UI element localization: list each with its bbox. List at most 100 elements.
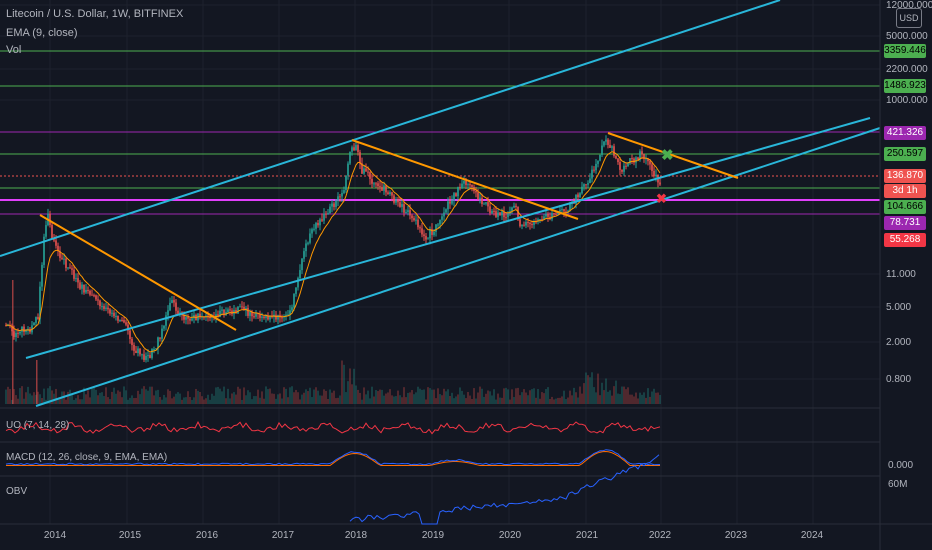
candle-body <box>125 322 127 325</box>
candle-body <box>537 219 539 222</box>
volume-bar <box>449 396 451 404</box>
volume-bar <box>535 397 537 404</box>
trend-1 <box>39 214 237 331</box>
candle-body <box>155 348 157 350</box>
candle-body <box>111 312 113 314</box>
candle-body <box>131 338 133 346</box>
candle-body <box>167 310 169 316</box>
volume-bar <box>219 388 221 404</box>
volume-bar <box>249 392 251 404</box>
candle-body <box>335 200 337 208</box>
candle-body <box>417 219 419 228</box>
volume-bar <box>523 389 525 404</box>
candle-body <box>107 307 109 310</box>
volume-bar <box>377 391 379 404</box>
candle-body <box>559 209 561 212</box>
candle-body <box>339 196 341 198</box>
volume-bar <box>559 397 561 404</box>
candle-body <box>65 258 67 268</box>
candle-body <box>87 289 89 291</box>
candle-body <box>267 315 269 320</box>
volume-bar <box>253 396 255 404</box>
obv-legend[interactable]: OBV <box>6 486 28 497</box>
candle-body <box>59 251 61 258</box>
volume-bar <box>511 389 513 404</box>
candle-body <box>53 239 55 241</box>
candle-body <box>481 197 483 204</box>
volume-bar <box>547 387 549 404</box>
trend-lines[interactable] <box>39 132 739 331</box>
volume-bars <box>5 280 661 404</box>
candle-body <box>565 211 567 213</box>
volume-bar <box>17 398 19 404</box>
candle-body <box>113 312 115 317</box>
uo-legend[interactable]: UO (7, 14, 28) <box>6 420 70 431</box>
volume-bar <box>145 389 147 404</box>
volume-bar <box>189 396 191 404</box>
candle-body <box>77 278 79 283</box>
price-tag: 421.326 <box>884 126 926 140</box>
volume-bar <box>525 392 527 404</box>
symbol-title[interactable]: Litecoin / U.S. Dollar, 1W, BITFINEX <box>6 8 184 20</box>
candle-body <box>41 264 43 287</box>
candle-body <box>249 311 251 316</box>
candle-body <box>43 236 45 265</box>
candle-body <box>499 212 501 216</box>
candle-body <box>295 287 297 294</box>
volume-bar <box>183 397 185 404</box>
candle-body <box>561 209 563 211</box>
volume-bar <box>369 398 371 404</box>
candle-body <box>115 315 117 317</box>
candle-body <box>139 348 141 355</box>
currency-button[interactable]: USD <box>896 8 922 28</box>
candle-body <box>219 310 221 318</box>
candle-body <box>633 158 635 163</box>
candle-body <box>593 169 595 171</box>
volume-bar <box>585 372 587 404</box>
macd-legend[interactable]: MACD (12, 26, close, 9, EMA, EMA) <box>6 452 168 463</box>
volume-bar <box>5 389 7 404</box>
volume-bar <box>179 393 181 404</box>
candle-body <box>431 229 433 235</box>
volume-bar <box>401 397 403 404</box>
candle-body <box>241 306 243 308</box>
candle-body <box>159 337 161 339</box>
price-axis-label: 5.000 <box>886 302 911 313</box>
price-tag: 136.870 <box>884 169 926 183</box>
candle-body <box>23 326 25 333</box>
candle-body <box>379 186 381 188</box>
volume-bar <box>379 389 381 404</box>
volume-bar <box>105 387 107 404</box>
candle-body <box>309 233 311 243</box>
candle-body <box>531 224 533 226</box>
volume-bar <box>36 360 38 404</box>
candle-body <box>533 221 535 225</box>
candle-body <box>427 238 429 240</box>
volume-bar <box>651 391 653 404</box>
candle-body <box>475 190 477 193</box>
candle-body <box>81 284 83 289</box>
channel-lines[interactable] <box>0 0 881 407</box>
volume-bar <box>215 387 217 404</box>
candle-body <box>175 302 177 311</box>
candle-body <box>659 182 661 185</box>
volume-bar <box>367 390 369 404</box>
volume-bar <box>71 393 73 404</box>
volume-bar <box>115 393 117 404</box>
candle-body <box>515 205 517 207</box>
ema-legend[interactable]: EMA (9, close) <box>6 27 78 39</box>
candle-body <box>429 229 431 239</box>
volume-bar <box>391 395 393 404</box>
volume-bar <box>315 387 317 404</box>
candle-body <box>61 257 63 259</box>
candle-body <box>263 316 265 318</box>
volume-bar <box>543 393 545 404</box>
volume-legend[interactable]: Vol <box>6 44 22 56</box>
candle-body <box>235 310 237 314</box>
volume-bar <box>65 399 67 404</box>
candle-body <box>57 245 59 252</box>
candle-body <box>97 299 99 301</box>
candle-body <box>173 300 175 303</box>
candle-body <box>605 139 607 142</box>
